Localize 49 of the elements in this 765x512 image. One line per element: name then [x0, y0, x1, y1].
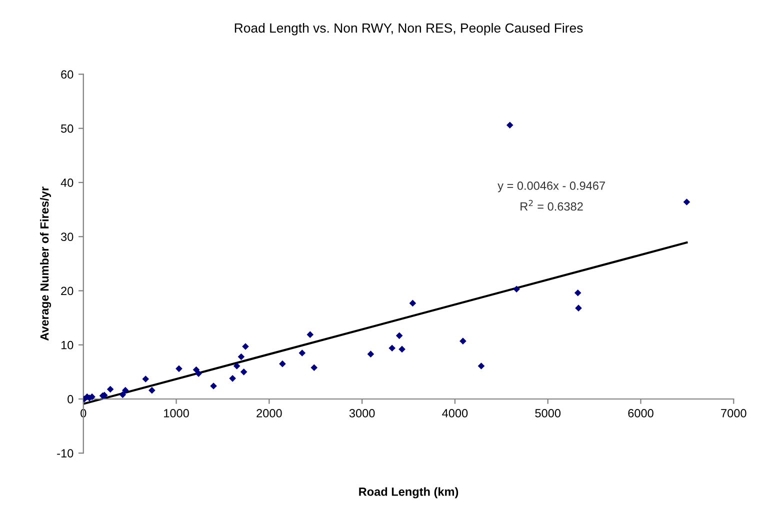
y-tick-label: 50	[61, 124, 74, 133]
point	[388, 344, 396, 352]
point	[460, 338, 466, 344]
point	[298, 350, 306, 356]
y-tick-label: 0	[68, 395, 74, 404]
point	[238, 353, 245, 360]
point	[478, 362, 485, 370]
point	[142, 376, 150, 382]
y-tick-label: 60	[61, 70, 74, 79]
point	[310, 364, 318, 372]
point	[119, 391, 126, 398]
point	[122, 386, 129, 394]
y-tick-label: -10	[57, 449, 74, 458]
point	[279, 360, 286, 368]
y-axis-title: Average Number of Fires/yr	[40, 186, 52, 341]
point	[396, 332, 403, 340]
point	[210, 382, 217, 390]
x-axis-title: Road Length (km)	[359, 487, 458, 498]
point	[575, 304, 582, 312]
point	[229, 375, 236, 382]
point	[240, 368, 248, 376]
point	[148, 386, 156, 394]
y-tick-label: 10	[61, 340, 74, 350]
x-tick-label: 3000	[349, 409, 375, 418]
x-tick-label: 1000	[164, 409, 189, 418]
x-tick-label: 2000	[256, 409, 282, 418]
point	[367, 350, 374, 358]
point	[513, 286, 520, 293]
x-tick-label: 4000	[442, 409, 468, 418]
point	[176, 365, 182, 372]
y-tick-label: 20	[61, 286, 74, 296]
point	[506, 122, 514, 129]
point	[233, 362, 240, 370]
point	[574, 290, 582, 296]
point	[306, 331, 314, 338]
y-tick-label: 30	[60, 232, 74, 242]
point	[195, 370, 202, 377]
y-tick-label: 40	[60, 178, 74, 187]
point	[683, 198, 690, 206]
annotation: y = 0.0046x - 0.9467	[498, 182, 605, 192]
x-tick-label: 6000	[628, 409, 654, 418]
point	[409, 300, 416, 307]
annotation: R$^{2}$ = 0.6382	[520, 200, 583, 211]
point	[106, 386, 114, 393]
x-tick-label: 7000	[721, 409, 746, 418]
point	[242, 343, 249, 350]
x-tick-label: 5000	[535, 409, 561, 418]
point	[398, 346, 406, 353]
chart-title: Road Length vs. Non RWY, Non RES, People Caused Fires	[234, 23, 583, 36]
